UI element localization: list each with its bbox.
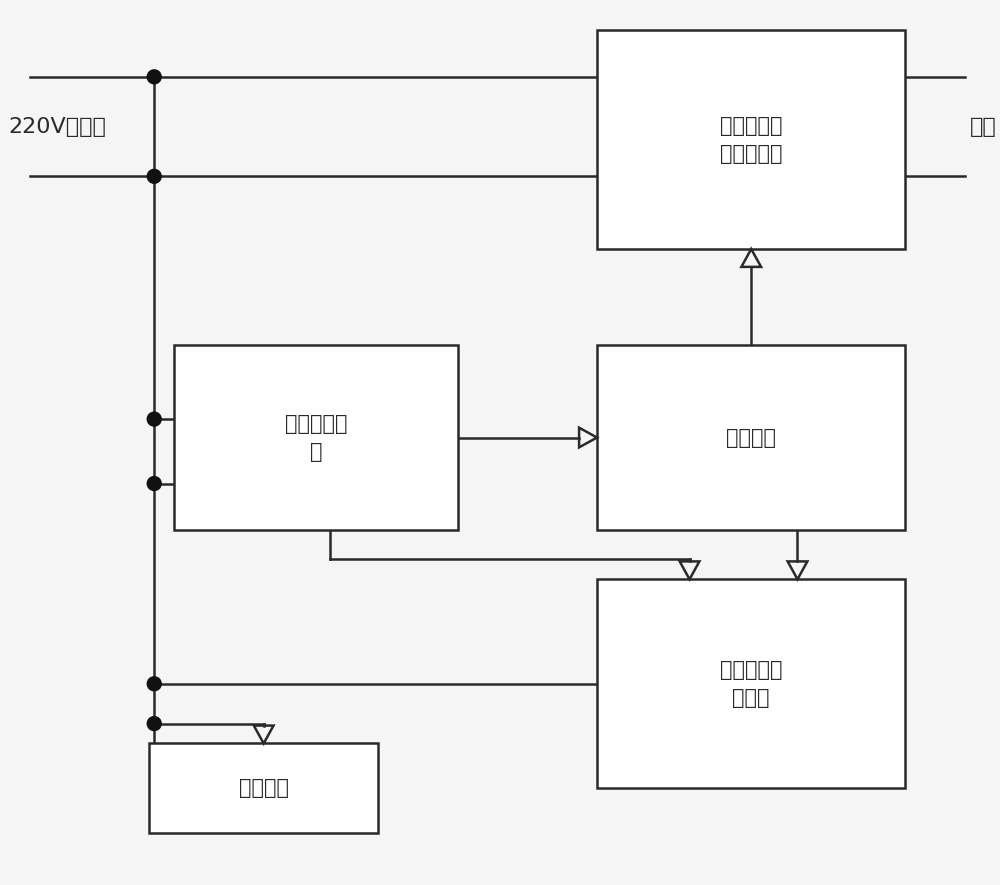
Text: 电力截波通
信电路: 电力截波通 信电路: [720, 660, 782, 708]
Circle shape: [147, 477, 161, 490]
FancyBboxPatch shape: [174, 345, 458, 529]
FancyBboxPatch shape: [597, 345, 905, 529]
Circle shape: [147, 70, 161, 84]
Text: 磁保持继电
器开光电路: 磁保持继电 器开光电路: [720, 116, 782, 164]
Text: 控制电路: 控制电路: [726, 427, 776, 448]
Text: 负载: 负载: [970, 117, 997, 136]
FancyBboxPatch shape: [597, 580, 905, 789]
Circle shape: [147, 677, 161, 691]
Text: 无线模块: 无线模块: [239, 778, 289, 798]
FancyBboxPatch shape: [149, 743, 378, 833]
Circle shape: [147, 717, 161, 730]
FancyBboxPatch shape: [597, 30, 905, 249]
Text: 电源转换电
路: 电源转换电 路: [285, 413, 347, 461]
Text: 220V电力线: 220V电力线: [8, 117, 106, 136]
Circle shape: [147, 412, 161, 426]
Circle shape: [147, 169, 161, 183]
